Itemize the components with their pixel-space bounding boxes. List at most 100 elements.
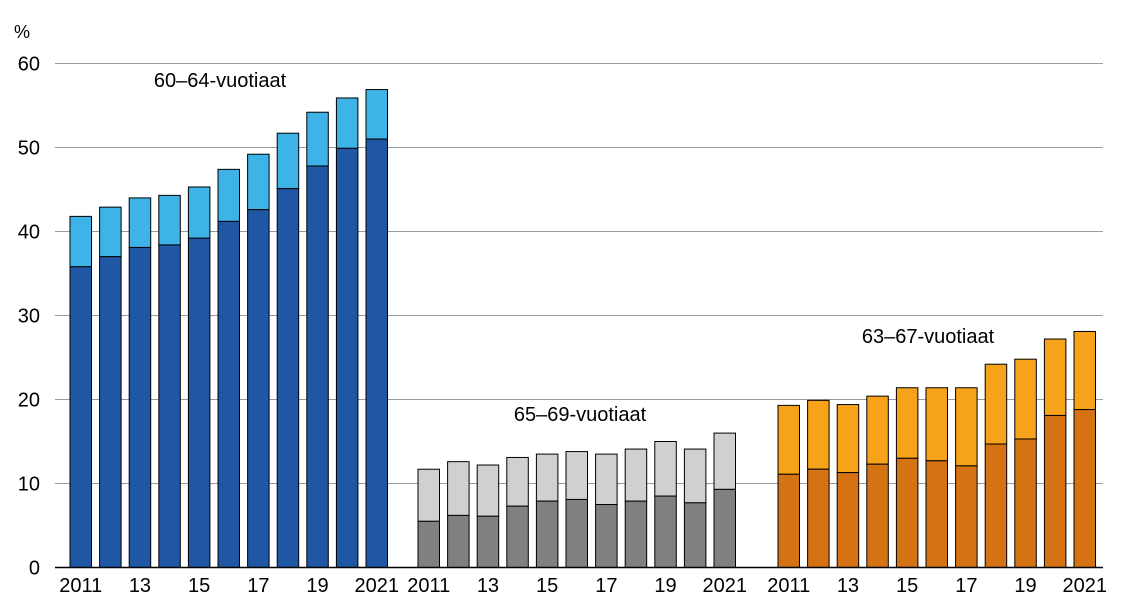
bar-segment-bottom xyxy=(306,165,329,568)
y-tick-label: 60 xyxy=(18,54,40,76)
bar-segment-top xyxy=(1073,330,1096,411)
bar-segment-bottom xyxy=(447,514,470,568)
bar-segment-top xyxy=(447,461,470,516)
bar-segment-bottom xyxy=(565,498,588,568)
bar-segment-bottom xyxy=(158,244,181,568)
x-tick-label: 17 xyxy=(955,575,977,595)
bar-segment-top xyxy=(595,453,618,506)
bar-segment-top xyxy=(158,194,181,246)
bar-segment-bottom xyxy=(866,463,889,568)
bar-segment-bottom xyxy=(654,495,677,569)
group-label: 63–67-vuotiaat xyxy=(862,326,995,348)
bar-group xyxy=(417,432,736,569)
bar-segment-bottom xyxy=(895,457,919,568)
x-tick-label: 13 xyxy=(477,575,499,595)
bar-segment-top xyxy=(565,451,588,500)
bar-segment-top xyxy=(276,132,300,190)
x-tick-label: 13 xyxy=(129,575,151,595)
y-tick-label: 30 xyxy=(18,306,40,328)
bar-segment-bottom xyxy=(276,188,300,568)
bar-segment-top xyxy=(335,97,359,149)
bar-segment-top xyxy=(417,468,440,522)
bar-segment-top xyxy=(836,404,860,474)
bar-segment-bottom xyxy=(1073,409,1096,568)
x-tick-label: 15 xyxy=(536,575,558,595)
x-tick-label: 17 xyxy=(595,575,617,595)
bar-segment-bottom xyxy=(535,500,559,569)
bar-segment-top xyxy=(535,453,559,502)
y-tick-label: 10 xyxy=(18,474,40,496)
bar-segment-bottom xyxy=(1014,438,1037,569)
bar-segment-top xyxy=(955,387,978,467)
x-tick-label: 19 xyxy=(654,575,676,595)
axes: 0 10 20 30 40 50 60 2011 13 15 17 19 2021 60–64-vuoti… xyxy=(18,54,1107,595)
x-tick-label: 15 xyxy=(188,575,210,595)
x-tick-label: 13 xyxy=(837,575,859,595)
bar-segment-top xyxy=(99,206,122,258)
y-unit-label: % xyxy=(14,22,30,42)
bar-segment-top xyxy=(476,464,500,517)
bar-segment-top xyxy=(187,186,211,239)
bar-segment-bottom xyxy=(836,472,860,568)
bar-segment-top xyxy=(69,215,92,268)
bar-segment-bottom xyxy=(476,515,500,569)
x-tick-label: 19 xyxy=(306,575,328,595)
y-tick-label: 20 xyxy=(18,390,40,412)
bar-segment-bottom xyxy=(984,443,1008,568)
bar-segment-top xyxy=(506,456,529,507)
bar-segment-bottom xyxy=(365,138,388,568)
bar-segment-top xyxy=(925,387,948,462)
bar-segment-bottom xyxy=(217,220,240,568)
x-tick-label: 2021 xyxy=(1063,575,1108,595)
bar-segment-bottom xyxy=(69,266,92,568)
bar-segment-top xyxy=(247,153,270,211)
bar-segment-bottom xyxy=(807,468,830,568)
bar-segment-bottom xyxy=(777,473,800,569)
x-tick-label: 15 xyxy=(896,575,918,595)
bar-segment-bottom xyxy=(128,246,152,569)
bar-segment-bottom xyxy=(624,500,648,569)
bar-segment-bottom xyxy=(187,237,211,568)
bar-segment-bottom xyxy=(247,209,270,568)
group-label: 65–69-vuotiaat xyxy=(514,404,647,426)
bar-segment-bottom xyxy=(713,488,736,569)
bar-segment-top xyxy=(365,89,388,140)
bar-segment-top xyxy=(1043,338,1067,416)
bar-segment-top xyxy=(654,441,677,497)
bar-segment-top xyxy=(306,111,329,167)
bar-segment-bottom xyxy=(99,256,122,568)
x-tick-label: 2011 xyxy=(59,575,102,595)
y-tick-label: 50 xyxy=(18,138,40,160)
bar-segment-top xyxy=(807,399,830,470)
bar-segment-bottom xyxy=(335,147,359,568)
group-label: 60–64-vuotiaat xyxy=(154,70,287,92)
bar-segment-bottom xyxy=(506,505,529,568)
bar-segment-bottom xyxy=(1043,414,1067,568)
bar-group xyxy=(69,89,388,569)
bar-segment-bottom xyxy=(417,520,440,568)
bar-segment-top xyxy=(984,363,1008,445)
x-tick-label: 2021 xyxy=(355,575,400,595)
bar-segment-top xyxy=(128,197,152,248)
x-tick-label: 2011 xyxy=(767,575,810,595)
bar-segment-top xyxy=(895,387,919,459)
bar-segment-top xyxy=(777,404,800,475)
y-tick-label: 0 xyxy=(29,558,40,580)
bar-segment-top xyxy=(217,168,240,222)
x-tick-label: 19 xyxy=(1014,575,1036,595)
bar-group xyxy=(777,330,1096,569)
bar-segment-bottom xyxy=(595,504,618,568)
bar-segment-top xyxy=(624,448,648,502)
x-tick-label: 2021 xyxy=(703,575,748,595)
bar-segment-bottom xyxy=(955,465,978,568)
x-tick-label: 17 xyxy=(247,575,269,595)
x-tick-label: 2011 xyxy=(407,575,450,595)
bar-segment-top xyxy=(1014,358,1037,440)
bar-segment-bottom xyxy=(683,502,707,569)
y-tick-label: 40 xyxy=(18,222,40,244)
bar-segment-top xyxy=(866,395,889,465)
bar-segment-top xyxy=(713,432,736,490)
bar-segment-top xyxy=(683,448,707,504)
bar-segment-bottom xyxy=(925,460,948,569)
